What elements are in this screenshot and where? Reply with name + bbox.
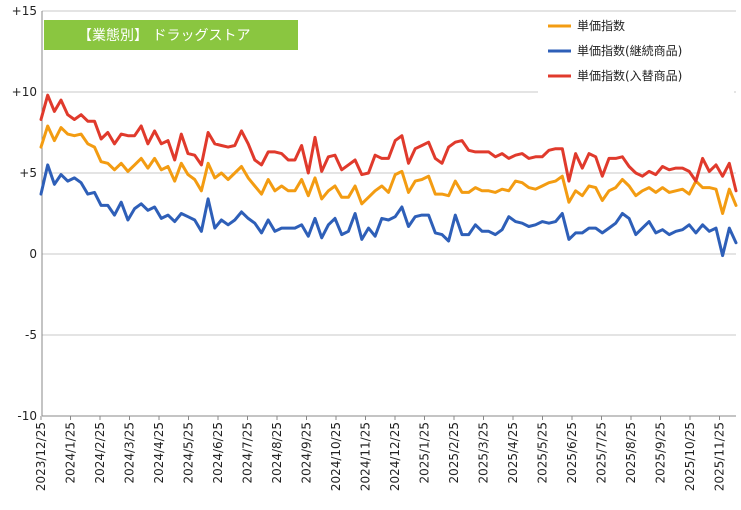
- x-tick-label: 2025/1/25: [418, 422, 432, 484]
- x-tick-label: 2025/2/25: [447, 422, 461, 484]
- x-tick-label: 2025/6/25: [565, 422, 579, 484]
- y-tick-label: -10: [17, 409, 37, 423]
- series-line: [39, 163, 738, 258]
- x-tick-label: 2023/12/25: [34, 422, 48, 491]
- y-tick-label: +10: [12, 85, 37, 99]
- x-tick-label: 2024/9/25: [300, 422, 314, 484]
- y-tick-label: -5: [25, 328, 37, 342]
- y-tick-label: +5: [19, 166, 37, 180]
- x-tick-label: 2024/12/25: [388, 422, 402, 491]
- x-tick-label: 2025/10/25: [683, 422, 697, 491]
- x-tick-label: 2025/8/25: [624, 422, 638, 484]
- x-tick-label: 2025/3/25: [477, 422, 491, 484]
- x-tick-labels: 2023/12/25 2024/1/25 2024/2/25 2024/3/25 202…: [34, 422, 727, 491]
- legend-label: 単価指数: [577, 18, 625, 33]
- legend-label: 単価指数(入替商品): [577, 68, 682, 83]
- x-tick-label: 2024/1/25: [64, 422, 78, 484]
- x-tick-label: 2024/5/25: [182, 422, 196, 484]
- x-tick-label: 2024/2/25: [93, 422, 107, 484]
- x-tick-label: 2024/4/25: [152, 422, 166, 484]
- axes: [40, 11, 736, 420]
- y-tick-label: 0: [29, 247, 37, 261]
- x-tick-label: 2025/11/25: [713, 422, 727, 491]
- x-tick-label: 2025/9/25: [654, 422, 668, 484]
- x-tick-label: 2024/7/25: [241, 422, 255, 484]
- x-tick-label: 2025/7/25: [595, 422, 609, 484]
- series-line: [39, 93, 738, 193]
- x-tick-label: 2024/3/25: [123, 422, 137, 484]
- series-line: [39, 124, 738, 215]
- x-tick-label: 2024/11/25: [359, 422, 373, 491]
- x-tick-label: 2025/5/25: [536, 422, 550, 484]
- legend-label: 単価指数(継続商品): [577, 43, 682, 58]
- x-tick-label: 2024/8/25: [270, 422, 284, 484]
- x-tick-label: 2024/10/25: [329, 422, 343, 491]
- chart-tag: 【業態別】 ドラッグストア: [44, 20, 298, 50]
- chart-tag-box: [44, 20, 298, 50]
- series-lines: [39, 93, 738, 258]
- x-tick-label: 2024/6/25: [211, 422, 225, 484]
- chart-tag-label: 【業態別】 ドラッグストア: [78, 28, 250, 44]
- x-tick-label: 2025/4/25: [506, 422, 520, 484]
- y-tick-labels: -10 -5 0 +5 +10 +15: [12, 4, 37, 423]
- y-tick-label: +15: [12, 4, 37, 18]
